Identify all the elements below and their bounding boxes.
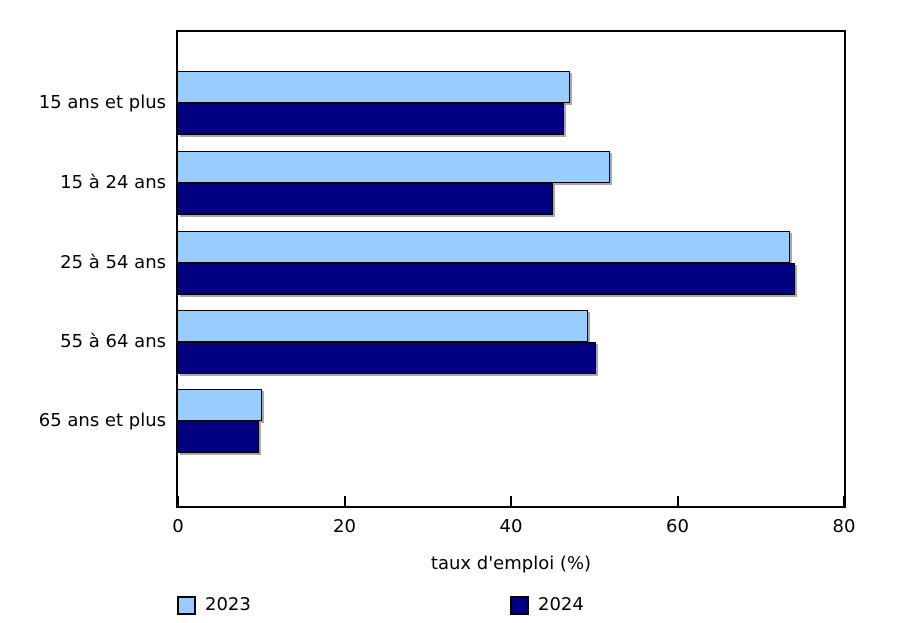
legend-label-2023: 2023 xyxy=(205,594,251,615)
bar-2024-65-ans-et-plus xyxy=(178,421,259,453)
bar-2024-25-54-ans xyxy=(178,263,795,295)
x-tick-label-60: 60 xyxy=(666,516,689,537)
x-axis-title: taux d'emploi (%) xyxy=(430,553,592,574)
x-tick-label-20: 20 xyxy=(333,516,356,537)
x-tick-60 xyxy=(677,496,679,506)
x-tick-80 xyxy=(843,496,845,506)
legend-item-2024: 2024 xyxy=(510,593,584,617)
category-label-25-54-ans: 25 à 54 ans xyxy=(60,252,166,273)
bar-2023-15-ans-et-plus xyxy=(178,71,570,103)
bar-2023-55-64-ans xyxy=(178,310,588,342)
x-tick-20 xyxy=(344,496,346,506)
x-tick-label-80: 80 xyxy=(832,516,856,537)
legend-label-2024: 2024 xyxy=(538,594,584,615)
bar-2023-65-ans-et-plus xyxy=(178,389,262,421)
bar-2023-25-54-ans xyxy=(178,231,790,263)
x-tick-label-40: 40 xyxy=(499,516,523,537)
category-label-65-ans-et-plus: 65 ans et plus xyxy=(38,410,166,431)
bar-2024-55-64-ans xyxy=(178,342,596,374)
x-tick-label-0: 0 xyxy=(172,516,184,537)
bar-2024-15-24-ans xyxy=(178,183,553,215)
bar-2023-15-24-ans xyxy=(178,151,610,183)
category-label-15-24-ans: 15 à 24 ans xyxy=(60,172,166,193)
legend-swatch-2024 xyxy=(510,595,529,615)
category-label-55-64-ans: 55 à 64 ans xyxy=(60,331,166,352)
category-label-15-ans-et-plus: 15 ans et plus xyxy=(38,92,166,113)
plot-inner xyxy=(177,32,845,506)
legend-swatch-2023 xyxy=(177,595,196,615)
bar-2024-15-ans-et-plus xyxy=(178,103,564,135)
plot-area xyxy=(176,30,846,508)
x-tick-0 xyxy=(177,496,179,506)
legend-item-2023: 2023 xyxy=(177,593,251,617)
x-tick-40 xyxy=(510,496,512,506)
